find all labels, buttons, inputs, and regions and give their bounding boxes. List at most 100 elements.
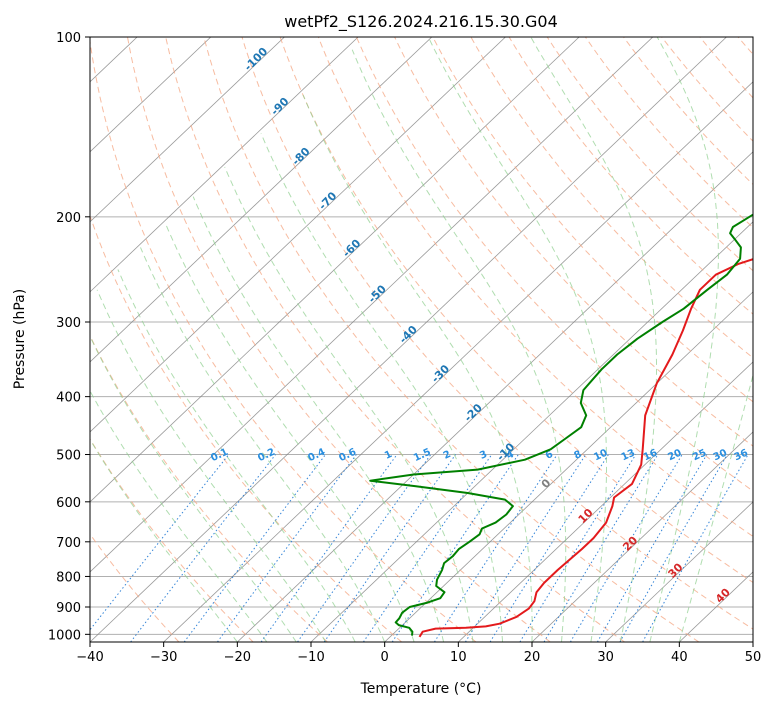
isotherm-label: -90 — [268, 95, 291, 118]
isotherm-line — [458, 361, 753, 642]
x-axis-ticks: −40 −30 −20 −10 0 10 20 30 40 50 — [76, 642, 761, 665]
temperature-line — [418, 258, 753, 638]
moist-adiabat-line — [678, 373, 753, 642]
mixing-ratio-label: 0.4 — [306, 447, 327, 464]
mixing-ratio-label: 8 — [573, 449, 584, 462]
moist-adiabat-line — [224, 166, 474, 642]
dry-adiabat-line — [623, 37, 753, 185]
mixing-ratio-label: 4 — [505, 449, 516, 462]
isotherm-label: -70 — [316, 189, 339, 212]
mixing-ratio-line — [642, 454, 749, 642]
isotherm-line — [90, 37, 727, 642]
isotherm-line — [90, 37, 506, 433]
dry-adiabat-line — [508, 37, 753, 315]
moist-adiabat-line — [96, 289, 327, 642]
x-tick-label: 10 — [450, 650, 467, 665]
x-tick-label: 50 — [745, 650, 762, 665]
moist-adiabat-line — [302, 94, 533, 642]
y-tick-label: 700 — [56, 536, 81, 551]
mixing-ratio-line — [391, 454, 519, 642]
mixing-ratio-label: 1 — [383, 449, 394, 462]
dewpoint-line — [369, 213, 753, 636]
moist-adiabat-line — [90, 335, 297, 642]
moist-adiabat-line — [649, 37, 719, 642]
isotherm-line — [90, 37, 359, 293]
y-tick-label: 1000 — [48, 628, 81, 643]
isotherm-label: -60 — [340, 236, 363, 259]
isotherm-line — [90, 37, 212, 153]
x-tick-label: −10 — [297, 650, 324, 665]
isotherm-label: -30 — [429, 362, 452, 385]
dry-adiabat-line — [241, 37, 753, 630]
x-tick-label: −30 — [150, 650, 177, 665]
isotherm-line — [90, 37, 580, 503]
isotherm-label: -20 — [462, 401, 485, 424]
mixing-ratio-label: 20 — [666, 447, 683, 463]
y-tick-label: 400 — [56, 391, 81, 406]
moist-adiabat-line — [90, 389, 268, 642]
y-tick-label: 200 — [56, 211, 81, 226]
mixing-ratio-line — [569, 454, 683, 642]
y-axis-ticks: 100 200 300 400 500 600 700 800 900 1000 — [48, 31, 90, 643]
profiles — [369, 213, 753, 638]
mixing-ratio-line — [297, 454, 432, 642]
mixing-ratio-label: 10 — [592, 447, 609, 463]
moist-adiabat-line — [140, 247, 386, 642]
mixing-ratio-label: 1.5 — [412, 447, 433, 464]
moist-adiabat-line — [427, 37, 607, 642]
y-tick-label: 100 — [56, 31, 81, 46]
dry-adiabat-line — [279, 37, 753, 584]
plot-grid — [0, 37, 753, 642]
dry-adiabat-line — [470, 37, 753, 359]
x-tick-label: −20 — [224, 650, 251, 665]
mixing-ratio-line — [362, 454, 493, 642]
y-axis-label: Pressure (hPa) — [12, 289, 28, 389]
y-tick-label: 600 — [56, 496, 81, 511]
dry-adiabat-line — [127, 37, 551, 642]
moist-adiabat-line — [351, 49, 567, 642]
isotherm-line — [531, 431, 753, 642]
x-tick-label: 0 — [381, 650, 389, 665]
dry-adiabat-line — [394, 37, 753, 447]
isotherm-line — [237, 151, 753, 642]
mixing-ratio-line — [619, 454, 728, 642]
dry-adiabat-line — [737, 37, 753, 56]
mixing-ratio-line — [130, 454, 276, 642]
mixing-ratio-line — [90, 454, 230, 631]
isotherm-label: 40 — [713, 585, 733, 605]
moist-adiabat-line — [260, 133, 503, 642]
moist-adiabat-line — [530, 37, 657, 642]
isotherm-label: -80 — [289, 145, 312, 168]
dry-adiabat-line — [165, 37, 625, 642]
dry-adiabat-line — [546, 37, 753, 272]
dry-adiabat-line — [90, 533, 180, 642]
isotherm-label: 10 — [576, 506, 596, 526]
mixing-ratio-line — [183, 454, 326, 642]
chart-title: wetPf2_S126.2024.216.15.30.G04 — [284, 12, 558, 32]
dry-adiabat-line — [355, 37, 753, 492]
mixing-ratio-label: 0.2 — [256, 447, 277, 464]
mixing-ratio-label: 30 — [712, 447, 729, 463]
moist-adiabat-line — [117, 269, 356, 642]
mixing-ratio-label: 2 — [442, 449, 453, 462]
y-tick-label: 300 — [56, 316, 81, 331]
mixing-ratio-line — [260, 454, 398, 642]
isotherm-line — [605, 501, 753, 642]
mixing-ratio-label: 25 — [691, 447, 708, 463]
x-tick-label: −40 — [76, 650, 103, 665]
x-tick-label: 40 — [671, 650, 688, 665]
dry-adiabat-line — [432, 37, 753, 403]
mixing-ratio-line — [596, 454, 708, 642]
isotherm-line — [679, 571, 753, 642]
y-tick-label: 500 — [56, 449, 81, 464]
isotherm-line — [0, 37, 63, 642]
y-tick-label: 900 — [56, 601, 81, 616]
x-tick-label: 30 — [597, 650, 614, 665]
mixing-ratio-line — [464, 454, 587, 642]
isotherm-line — [90, 37, 433, 363]
mixing-ratio-line — [543, 454, 659, 642]
isotherm-label: -10 — [494, 440, 517, 463]
mixing-ratio-label: 16 — [642, 447, 659, 463]
mixing-ratio-label: 3 — [478, 449, 489, 462]
plot-frame — [89, 36, 754, 643]
